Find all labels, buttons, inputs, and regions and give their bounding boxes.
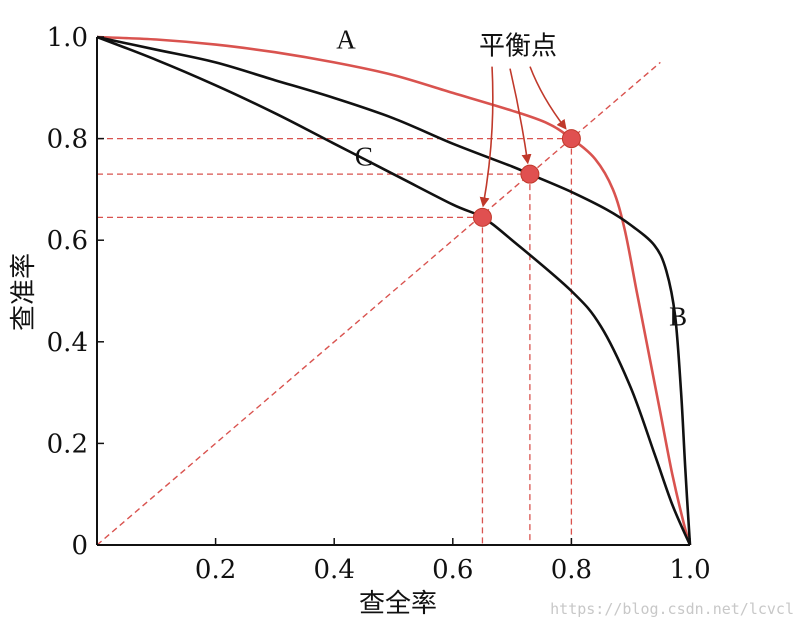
annotation-arrows [479, 66, 567, 208]
x-tick-label: 0.8 [551, 555, 592, 585]
y-tick-label: 1.0 [47, 23, 88, 53]
annotation-arrow [529, 66, 567, 130]
curve-b-line [96, 35, 692, 546]
annotation-arrow [479, 66, 494, 208]
break-even-diagonal [96, 61, 661, 546]
x-tick-label: 1.0 [669, 555, 710, 585]
curve-label-b: B [669, 301, 687, 331]
break-even-points-group [472, 129, 581, 227]
annotation-arrow [509, 68, 532, 165]
x-axis-ticks: 0.2 0.4 0.6 0.8 1.0 [195, 538, 711, 585]
y-tick-label: 0 [71, 531, 88, 561]
x-tick-label: 0.6 [432, 555, 473, 585]
curve-labels: A B C [336, 25, 687, 332]
y-tick-label: 0.6 [47, 226, 88, 256]
guide-lines [97, 137, 573, 545]
watermark-text: https://blog.csdn.net/lcvcl [550, 600, 794, 618]
break-even-point [472, 207, 492, 227]
curve-label-c: C [355, 141, 373, 171]
curve-label-a: A [336, 25, 356, 55]
y-axis-title: 查准率 [9, 253, 39, 331]
y-tick-label: 0.8 [47, 125, 88, 155]
x-tick-label: 0.4 [314, 555, 355, 585]
break-even-point [561, 129, 581, 149]
y-tick-label: 0.2 [47, 429, 88, 459]
break-even-annotation: 平衡点 [479, 32, 557, 62]
y-axis-ticks: 0 0.2 0.4 0.6 0.8 1.0 [47, 23, 104, 561]
y-tick-label: 0.4 [47, 328, 88, 358]
x-axis-title: 查全率 [359, 589, 437, 619]
x-tick-label: 0.2 [195, 555, 236, 585]
break-even-point [520, 164, 540, 184]
